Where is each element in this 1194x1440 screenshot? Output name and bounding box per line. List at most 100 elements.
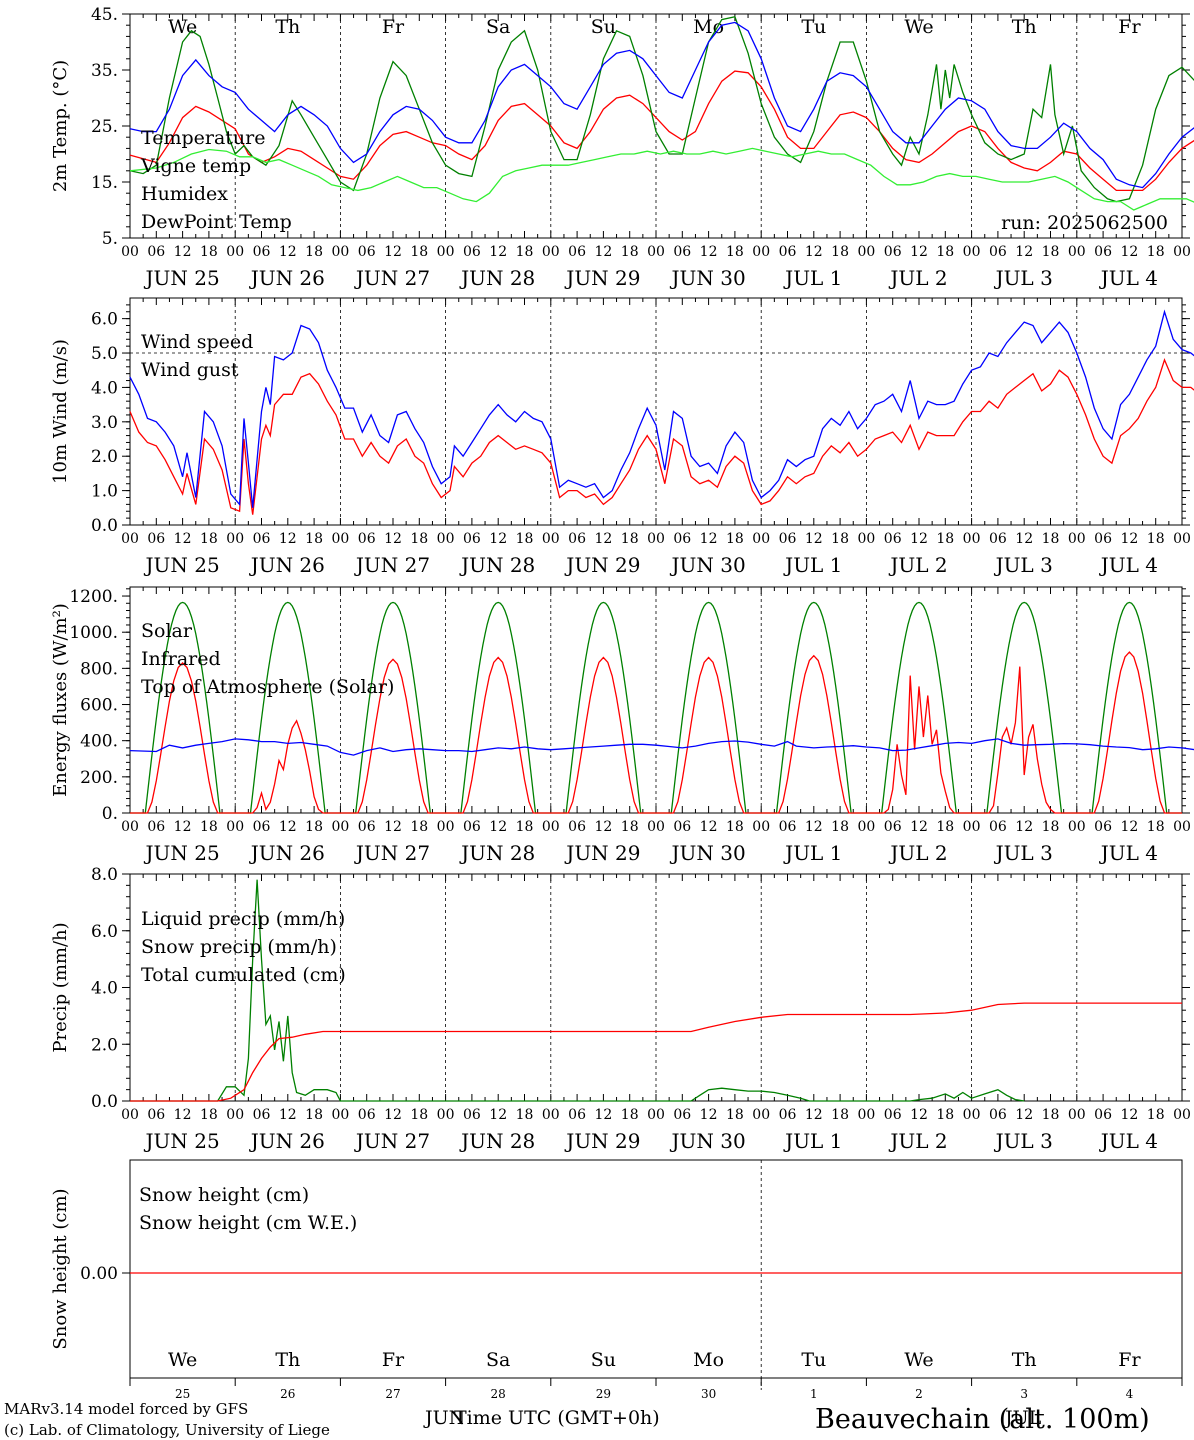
hour-label: 06 [253,244,271,260]
y-tick-label: 800. [80,659,118,679]
date-label: JUL 3 [994,841,1053,865]
date-label: JUN 25 [144,841,220,865]
hour-label: 06 [779,819,797,835]
hour-label: 06 [779,531,797,547]
date-label: JUN 25 [144,1129,220,1153]
hour-label: 12 [910,1107,928,1123]
hour-label: 00 [1173,244,1191,260]
hour-label: 06 [358,819,376,835]
hour-label: 12 [594,819,612,835]
date-label: JUN 29 [564,266,640,290]
hour-label: 00 [963,1107,981,1123]
y-tick-label: 5. [102,229,118,249]
weekday-label: Su [591,1349,616,1371]
date-label: JUN 27 [354,1129,430,1153]
series-liquid-precip-mm-h- [130,879,1025,1102]
hour-label: 06 [1094,819,1112,835]
weekday-label: Th [1012,16,1037,38]
legend-entry: Solar [141,620,193,642]
series-dewpoint-temp [129,147,1194,211]
hour-label: 18 [831,819,849,835]
day-number: 30 [701,1387,716,1401]
hour-label: 06 [1094,531,1112,547]
date-label: JUL 3 [994,553,1053,577]
run-label: run: 2025062500 [1001,212,1168,234]
y-axis-title: 2m Temp. (°C) [50,60,71,192]
hour-label: 00 [121,244,139,260]
hour-label: 06 [568,531,586,547]
hour-label: 12 [1120,1107,1138,1123]
x-axis-title: Time UTC (GMT+0h) [454,1407,660,1429]
hour-label: 06 [568,1107,586,1123]
hour-label: 18 [726,244,744,260]
hour-label: 06 [1094,244,1112,260]
hour-label: 06 [989,244,1007,260]
hour-label: 12 [1120,244,1138,260]
weekday-label: We [168,1349,197,1371]
hour-label: 18 [936,819,954,835]
date-label: JUL 2 [888,841,947,865]
hour-label: 00 [647,1107,665,1123]
panel-3: 0. 200. 400. 600. 800. 1000. 1200.Energy fluxe… [50,586,1194,865]
hour-label: 12 [805,819,823,835]
hour-label: 18 [726,531,744,547]
hour-label: 12 [594,1107,612,1123]
hour-label: 06 [253,531,271,547]
legend-entry: Wind gust [141,359,239,381]
y-tick-label: 0. [102,804,118,824]
y-tick-label: 1000. [69,623,118,643]
date-label: JUL 4 [1099,841,1158,865]
series-total-cumulated-cm- [130,1002,1182,1102]
y-tick-label: 3.0 [91,413,118,433]
hour-label: 06 [673,1107,691,1123]
day-number: 3 [1020,1387,1028,1401]
legend-entry: Infrared [141,648,221,670]
hour-label: 12 [1120,531,1138,547]
panel-4: 0.0 2.0 4.0 6.0 8.0 Precip (mm/h) 00 06 12 18 JUN … [50,865,1191,1153]
station-title: Beauvechain (alt. 100m) [815,1404,1150,1435]
hour-label: 06 [673,819,691,835]
date-label: JUN 27 [354,841,430,865]
hour-label: 06 [147,819,165,835]
date-label: JUN 26 [249,553,325,577]
hour-label: 12 [174,1107,192,1123]
date-label: JUN 25 [144,266,220,290]
date-label: JUL 4 [1099,266,1158,290]
legend-entry: Temperature [141,127,265,149]
weekday-label: Th [275,1349,300,1371]
hour-label: 00 [857,1107,875,1123]
hour-label: 12 [384,531,402,547]
hour-label: 18 [1147,819,1165,835]
hour-label: 12 [279,531,297,547]
hour-label: 12 [279,819,297,835]
hour-label: 06 [673,244,691,260]
hour-label: 00 [857,819,875,835]
hour-label: 18 [516,1107,534,1123]
series-solar [130,651,1182,814]
y-tick-label: 5.0 [91,344,118,364]
legend-entry: Snow height (cm W.E.) [139,1212,357,1234]
y-tick-label: 25. [91,117,118,137]
date-label: JUN 29 [564,1129,640,1153]
date-label: JUN 26 [249,266,325,290]
date-label: JUL 1 [783,553,842,577]
y-tick-label: 35. [91,61,118,81]
hour-label: 06 [358,1107,376,1123]
date-label: JUN 27 [354,553,430,577]
hour-label: 06 [568,244,586,260]
y-tick-label: 200. [80,768,118,788]
date-label: JUL 1 [783,841,842,865]
hour-label: 12 [279,1107,297,1123]
hour-label: 00 [437,244,455,260]
hour-label: 00 [1173,819,1191,835]
hour-label: 06 [463,1107,481,1123]
hour-label: 18 [410,531,428,547]
y-tick-label: 6.0 [91,310,118,330]
hour-label: 06 [989,819,1007,835]
date-label: JUN 25 [144,553,220,577]
hour-label: 18 [936,1107,954,1123]
hour-label: 00 [752,1107,770,1123]
hour-label: 00 [1068,1107,1086,1123]
hour-label: 18 [305,819,323,835]
hour-label: 18 [410,1107,428,1123]
